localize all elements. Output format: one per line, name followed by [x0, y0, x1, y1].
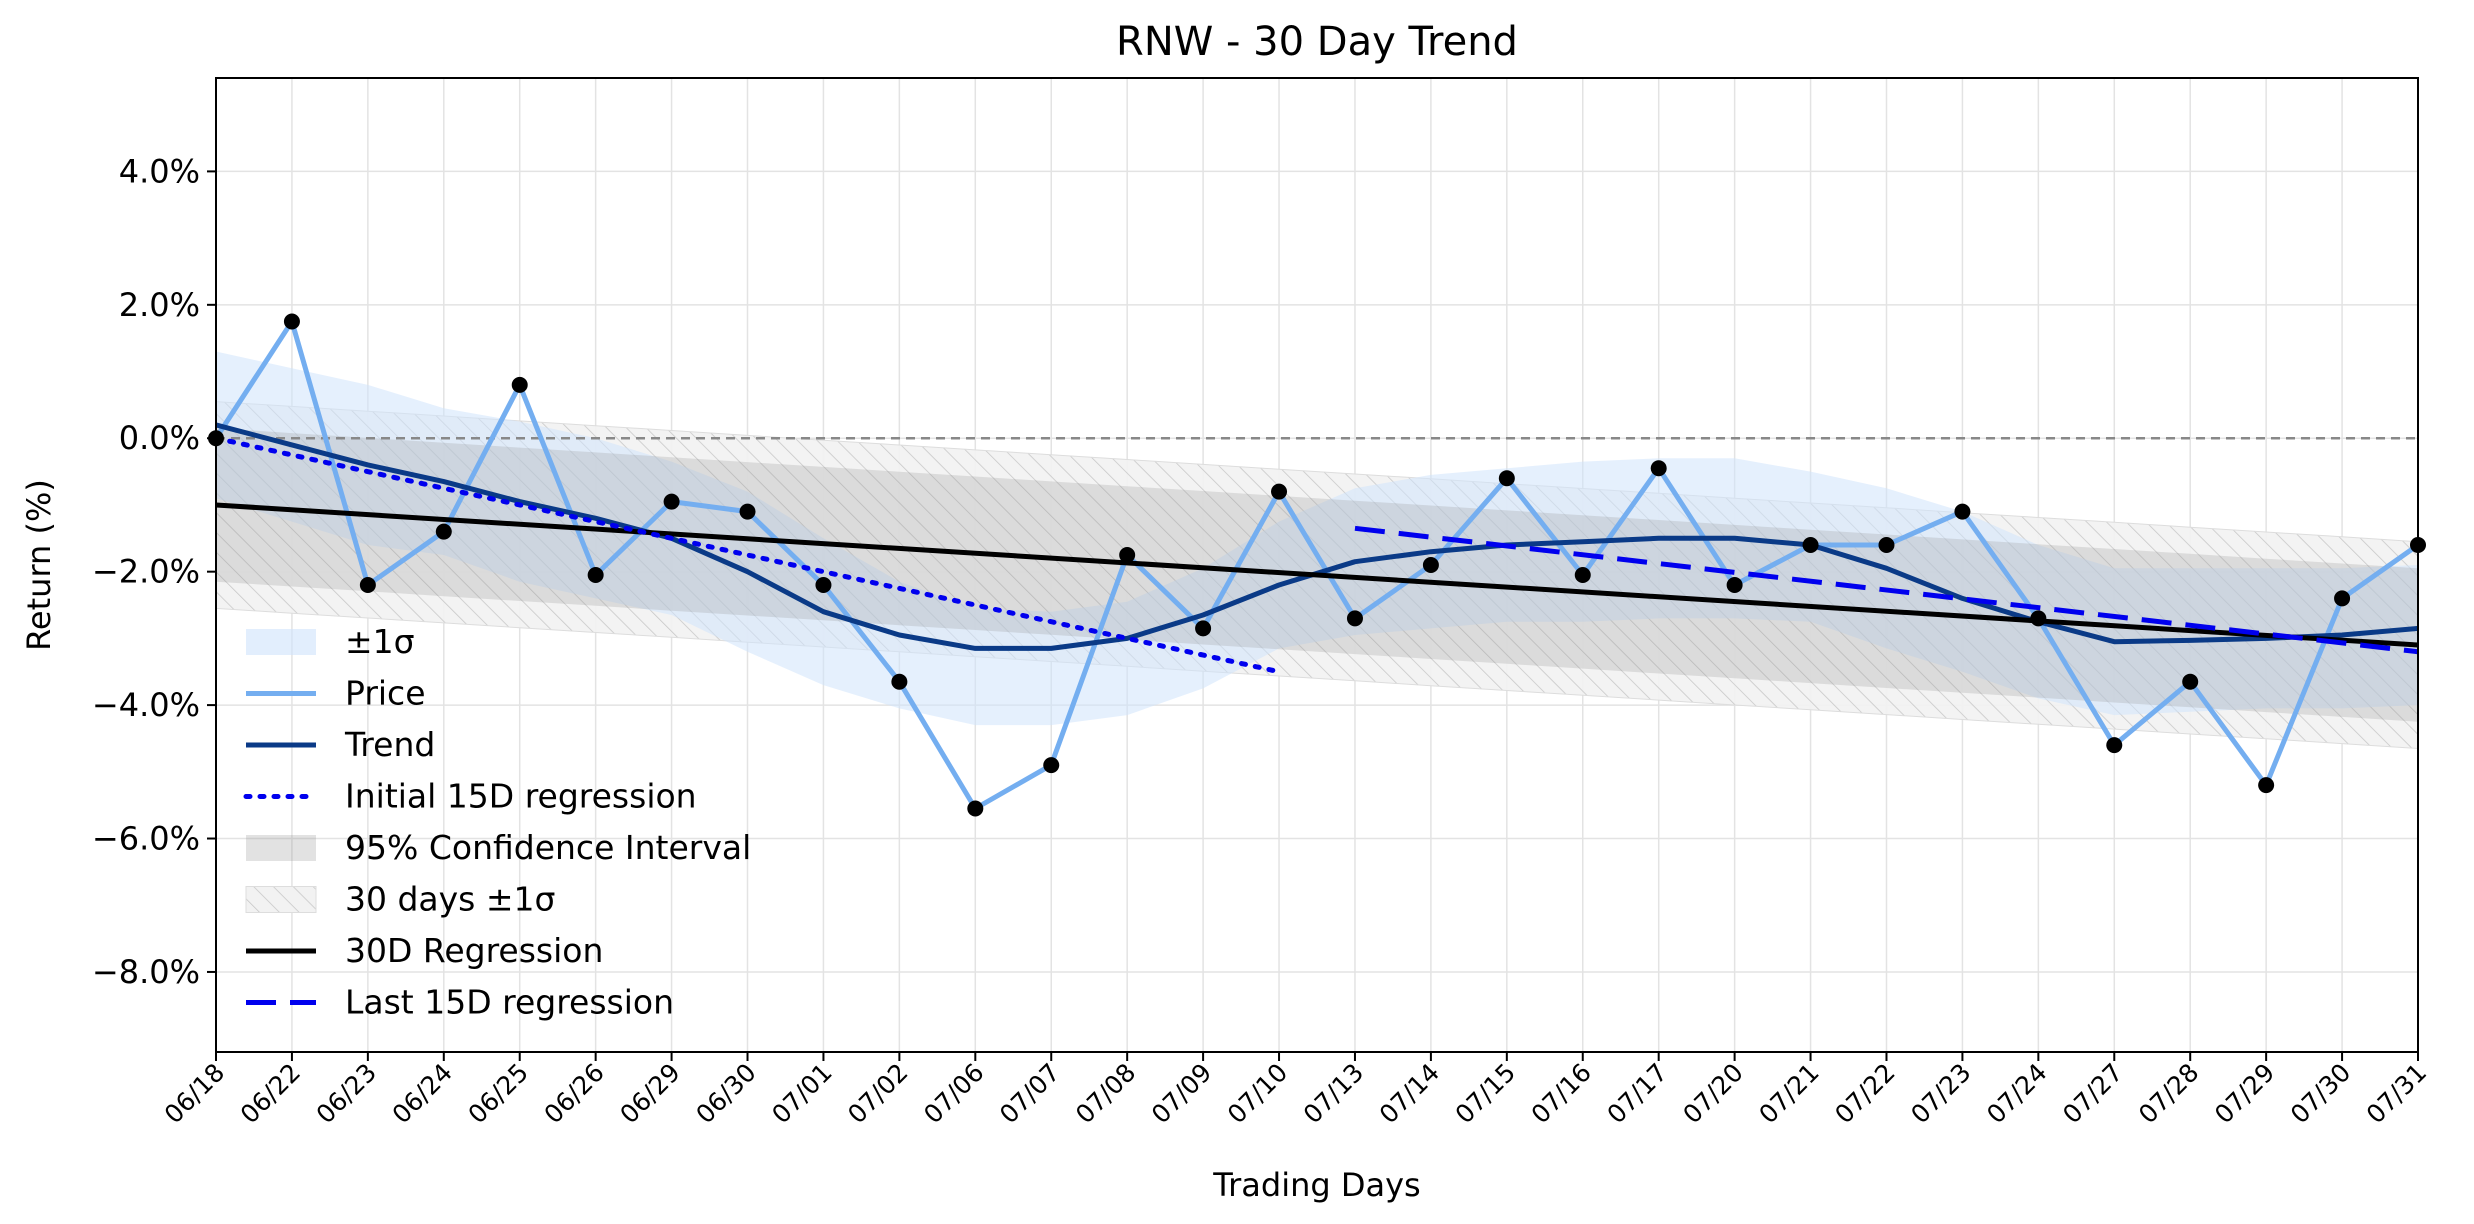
price-line: [216, 319, 2418, 811]
regression-initial-15d-line: [216, 435, 1282, 675]
price-point: [1043, 757, 1060, 774]
price-point: [1119, 546, 1136, 563]
price-point: [2106, 737, 2123, 754]
legend-label-last15: Last 15D regression: [345, 983, 674, 1022]
price-point: [587, 567, 604, 584]
legend-swatch-ci95: [246, 835, 316, 861]
series-lines: [216, 319, 2418, 811]
price-point: [435, 523, 452, 540]
price-point: [967, 800, 984, 817]
y-tick-label: −8.0%: [92, 953, 200, 991]
regression-30d-line: [216, 502, 2418, 648]
legend-label-trend: Trend: [344, 725, 435, 764]
x-axis-label: Trading Days: [1212, 1166, 1420, 1204]
price-point: [1878, 536, 1895, 553]
price-point: [1574, 567, 1591, 584]
legend: ±1σ Price Trend Initial 15D regression 95% C…: [243, 622, 751, 1022]
legend-label-sigma: ±1σ: [345, 622, 415, 661]
price-point: [815, 577, 832, 594]
price-point: [663, 493, 680, 510]
price-point: [1346, 610, 1363, 627]
plot-frame: [215, 77, 2419, 1053]
price-point: [891, 673, 908, 690]
legend-label-price: Price: [345, 674, 426, 713]
y-tick-label: −6.0%: [92, 820, 200, 858]
y-axis-ticks: 4.0% 2.0% 0.0% −2.0% −4.0% −6.0% −8.0%: [92, 152, 216, 991]
legend-swatch-sigma: [246, 629, 316, 655]
regression-last-15d-line: [1354, 525, 2418, 655]
legend-label-ci95: 95% Confidence Interval: [345, 828, 751, 867]
price-point: [2258, 777, 2275, 794]
legend-label-reg30: 30D Regression: [345, 931, 603, 970]
price-point: [1954, 503, 1971, 520]
y-tick-label: 0.0%: [119, 419, 200, 457]
y-tick-label: −2.0%: [92, 553, 200, 591]
price-point: [2334, 590, 2351, 607]
y-axis-label: Return (%): [20, 479, 58, 651]
price-point: [511, 376, 528, 393]
price-point: [1498, 470, 1515, 487]
price-point: [1650, 460, 1667, 477]
price-point: [1271, 483, 1288, 500]
legend-label-init15: Initial 15D regression: [345, 777, 697, 816]
price-point: [2182, 673, 2199, 690]
price-point: [1195, 620, 1212, 637]
price-point: [283, 313, 300, 330]
band-1sigma: [216, 351, 2418, 726]
price-point: [1422, 557, 1439, 573]
y-tick-label: 2.0%: [119, 286, 200, 324]
price-point: [1802, 536, 1819, 553]
price-point: [739, 503, 756, 520]
legend-label-band30: 30 days ±1σ: [345, 880, 555, 919]
y-tick-label: −4.0%: [92, 686, 200, 724]
price-point: [359, 577, 376, 594]
chart-title: RNW - 30 Day Trend: [1116, 19, 1518, 65]
price-point: [1726, 577, 1743, 594]
price-point: [2030, 610, 2047, 627]
legend-swatch-band30-hatch: [245, 886, 317, 913]
y-tick-label: 4.0%: [119, 152, 200, 190]
